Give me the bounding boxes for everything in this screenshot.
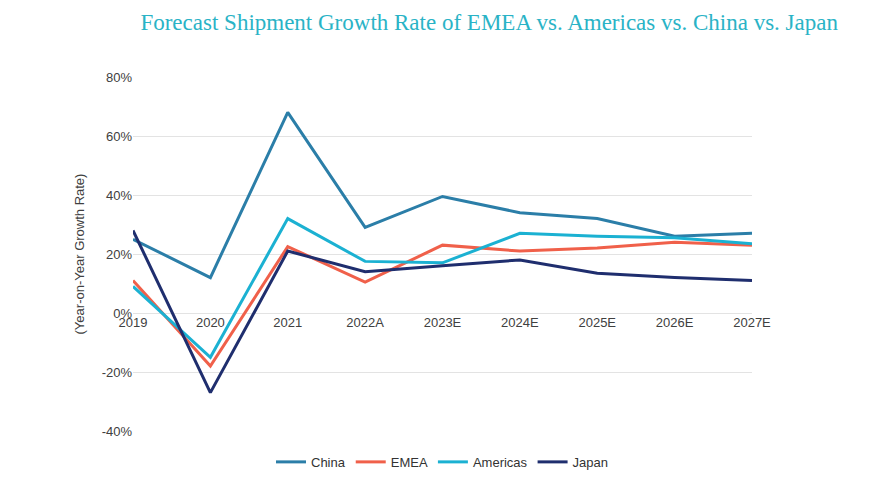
svg-text:2025E: 2025E (578, 315, 616, 330)
svg-text:2019: 2019 (119, 315, 148, 330)
svg-text:60%: 60% (106, 129, 132, 144)
svg-text:2022A: 2022A (346, 315, 384, 330)
svg-text:-40%: -40% (102, 424, 133, 439)
svg-text:Americas: Americas (473, 455, 528, 470)
svg-text:China: China (311, 455, 346, 470)
svg-text:40%: 40% (106, 188, 132, 203)
svg-text:(Year-on-Year Growth Rate): (Year-on-Year Growth Rate) (72, 174, 87, 335)
svg-text:Forecast Shipment Growth Rate: Forecast Shipment Growth Rate of EMEA vs… (140, 10, 838, 35)
svg-text:2024E: 2024E (501, 315, 539, 330)
svg-text:2021: 2021 (273, 315, 302, 330)
svg-text:-20%: -20% (102, 365, 133, 380)
svg-text:2026E: 2026E (656, 315, 694, 330)
svg-text:2027E: 2027E (733, 315, 771, 330)
svg-text:80%: 80% (106, 70, 132, 85)
svg-text:2023E: 2023E (424, 315, 462, 330)
svg-text:Japan: Japan (573, 455, 608, 470)
svg-text:2020: 2020 (196, 315, 225, 330)
svg-text:EMEA: EMEA (391, 455, 428, 470)
svg-text:20%: 20% (106, 247, 132, 262)
svg-text:0%: 0% (113, 306, 132, 321)
